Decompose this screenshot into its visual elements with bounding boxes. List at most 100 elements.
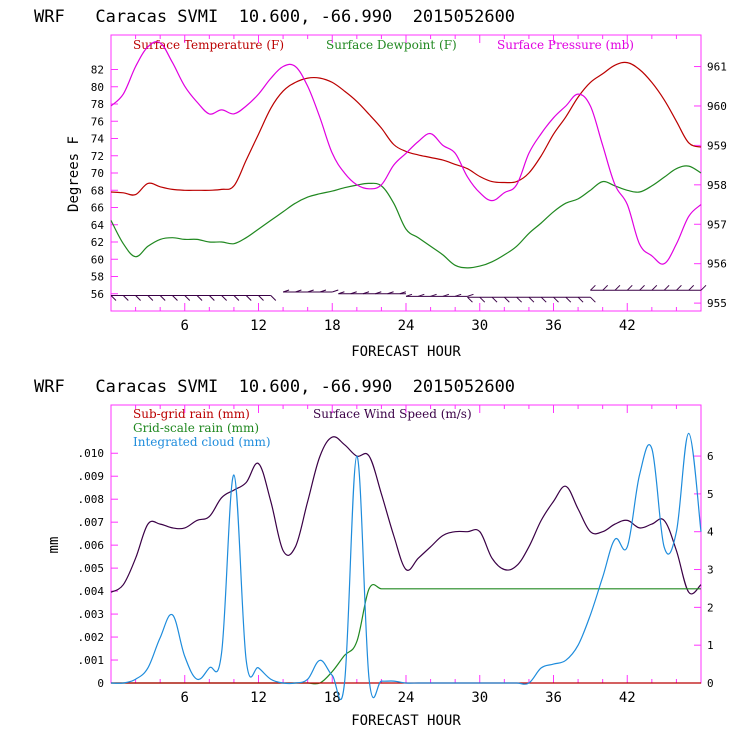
- chart1-ytick-label: 80: [91, 81, 104, 94]
- wind-barb: [258, 295, 264, 301]
- chart1-xtick-label: 12: [250, 318, 267, 334]
- chart1-xtick-label: 36: [545, 318, 562, 334]
- chart2-series-surface-wind-speed-m-s: [110, 436, 702, 595]
- chart2-y2tick-label: 1: [707, 639, 714, 652]
- chart2-xlabel: FORECAST HOUR: [351, 713, 461, 729]
- chart2-xtick-label: 24: [398, 690, 415, 706]
- chart1-y2tick-label: 958: [707, 179, 727, 192]
- legend-integrated-cloud: Integrated cloud (mm): [133, 435, 271, 449]
- chart1-xlabel: FORECAST HOUR: [351, 344, 461, 360]
- wind-barb: [455, 293, 462, 297]
- chart1-y2tick-label: 956: [707, 258, 727, 271]
- wind-barb: [577, 296, 584, 303]
- chart1-ytick-label: 64: [91, 219, 105, 232]
- chart1-ytick-label: 72: [91, 150, 104, 163]
- wind-barb: [676, 284, 682, 291]
- chart1-ytick-label: 74: [91, 133, 105, 146]
- wind-barb: [399, 291, 407, 295]
- chart1-y2tick-label: 957: [707, 218, 727, 231]
- chart2-ytick-label: .009: [78, 470, 105, 483]
- chart2-y2tick-label: 0: [707, 677, 714, 690]
- chart2-ytick-label: .002: [78, 631, 105, 644]
- wind-barb: [467, 293, 474, 297]
- chart2-y2tick-label: 2: [707, 601, 714, 614]
- legend-wind-speed: Surface Wind Speed (m/s): [313, 407, 472, 421]
- wind-barb: [295, 289, 302, 293]
- wind-barb: [208, 295, 215, 301]
- chart1-series-surface-temperature-f: [110, 61, 702, 196]
- wind-barb: [307, 289, 314, 293]
- wind-barb: [159, 295, 166, 301]
- chart1-ylabel: Degrees F: [66, 136, 82, 212]
- legend-gridscale-rain: Grid-scale rain (mm): [133, 421, 259, 435]
- wind-barb: [639, 284, 645, 291]
- chart2-ytick-label: .008: [78, 493, 105, 506]
- chart1-ytick-label: 58: [91, 271, 104, 284]
- wind-barb: [387, 291, 394, 295]
- chart1-ytick-label: 70: [91, 167, 104, 180]
- chart1-y2tick-label: 955: [707, 297, 727, 310]
- wind-barb: [553, 296, 559, 303]
- chart1-ytick-label: 76: [91, 115, 104, 128]
- chart1-ytick-label: 60: [91, 253, 104, 266]
- legend-surface-pressure: Surface Pressure (mb): [497, 38, 634, 52]
- chart2-title: WRF Caracas SVMI 10.600, -66.990 2015052…: [34, 377, 515, 397]
- chart1-ytick-label: 66: [91, 202, 104, 215]
- wind-barb: [122, 295, 129, 301]
- chart1-ytick-label: 78: [91, 98, 104, 111]
- chart1-xtick-label: 42: [619, 318, 636, 334]
- wind-barbs: [110, 284, 707, 303]
- chart2-xtick-label: 42: [619, 690, 636, 706]
- wind-barb: [245, 295, 252, 301]
- chart2-xtick-label: 36: [545, 690, 562, 706]
- chart1-y2tick-label: 961: [707, 61, 727, 74]
- wind-barb: [135, 295, 141, 301]
- wind-barb: [700, 284, 707, 291]
- chart1-xtick-label: 6: [181, 318, 189, 334]
- chart2-ytick-label: .001: [78, 654, 105, 667]
- chart2-ytick-label: 0: [97, 677, 104, 690]
- temperature-chart: WRF Caracas SVMI 10.600, -66.990 2015052…: [34, 7, 727, 360]
- chart2-series-grid-scale-rain-mm: [110, 584, 701, 685]
- wind-barb: [233, 295, 240, 301]
- wind-barb: [405, 293, 413, 297]
- chart1-title: WRF Caracas SVMI 10.600, -66.990 2015052…: [34, 7, 515, 27]
- chart2-series-integrated-cloud-mm: [110, 432, 702, 701]
- legend-subgrid-rain: Sub-grid rain (mm): [133, 407, 250, 421]
- chart1-xtick-label: 24: [398, 318, 415, 334]
- wind-barb: [270, 295, 277, 301]
- wind-barb: [590, 296, 596, 303]
- wind-barb: [540, 296, 547, 303]
- chart2-y2tick-label: 5: [707, 488, 714, 501]
- wind-barb: [332, 289, 339, 293]
- chart1-ytick-label: 82: [91, 64, 104, 77]
- wind-barb: [688, 284, 695, 291]
- chart1-ytick-label: 68: [91, 184, 104, 197]
- chart2-y2tick-label: 4: [707, 526, 714, 539]
- wind-barb: [442, 293, 450, 297]
- wind-barb: [430, 293, 437, 297]
- chart2-ytick-label: .006: [78, 539, 105, 552]
- wind-barb: [172, 295, 178, 301]
- chart2-y2tick-label: 6: [707, 450, 714, 463]
- wind-barb: [282, 289, 290, 293]
- wind-barb: [565, 296, 572, 303]
- wind-barb: [467, 296, 473, 303]
- wind-barb: [338, 291, 345, 295]
- wind-barb: [614, 284, 621, 291]
- chart2-ylabel: mm: [46, 537, 62, 554]
- wind-barb: [516, 296, 522, 303]
- wind-barb: [196, 295, 203, 301]
- wind-barb: [528, 296, 535, 303]
- wind-barb: [491, 296, 498, 303]
- chart1-y2tick-label: 960: [707, 100, 727, 113]
- chart2-xtick-label: 30: [471, 690, 488, 706]
- wind-barb: [350, 291, 357, 295]
- chart1-y2tick-label: 959: [707, 139, 727, 152]
- chart1-xtick-label: 30: [471, 318, 488, 334]
- chart2-ytick-label: .005: [78, 562, 105, 575]
- chart1-ytick-label: 62: [91, 236, 104, 249]
- wind-barb: [362, 291, 370, 295]
- wind-barb: [375, 291, 382, 295]
- wind-barb: [663, 284, 670, 291]
